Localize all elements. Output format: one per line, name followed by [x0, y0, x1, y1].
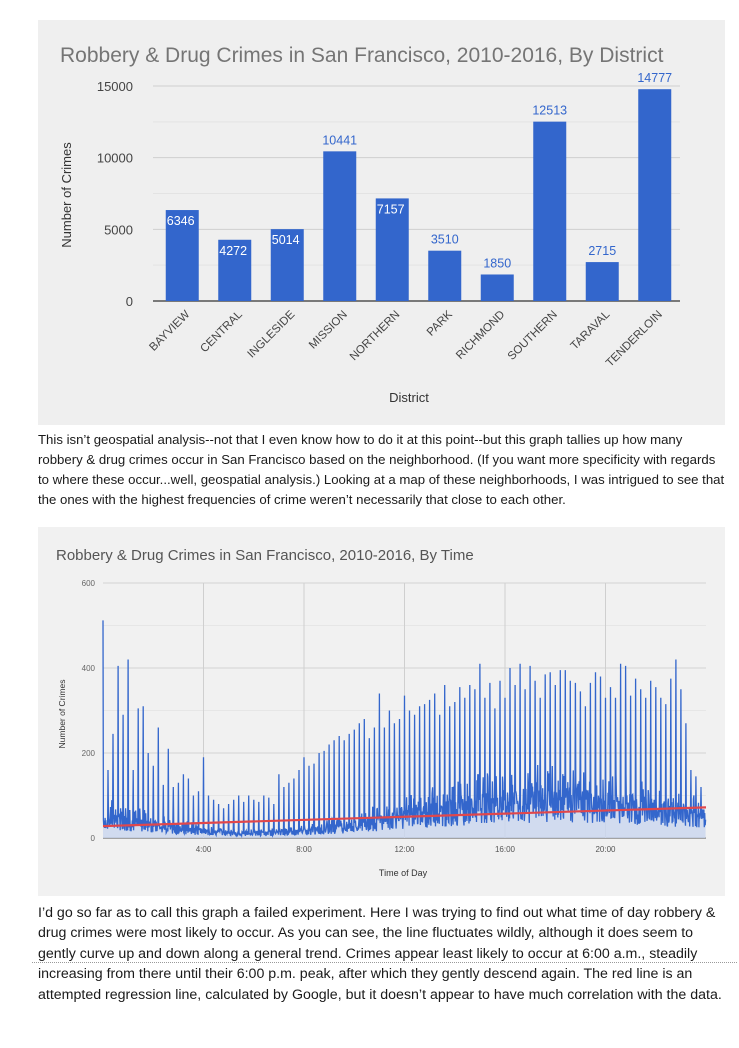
- chart2-ytick-label: 0: [91, 834, 96, 843]
- chart1-category-label: CENTRAL: [198, 308, 245, 355]
- time-line-chart-svg: Robbery & Drug Crimes in San Francisco, …: [56, 547, 707, 878]
- chart1-bar: [638, 89, 672, 301]
- chart1-data-label: 14777: [637, 71, 672, 85]
- chart1-category-label: BAYVIEW: [147, 309, 192, 354]
- dotted-divider: [32, 962, 737, 963]
- chart1-xlabel: District: [389, 390, 429, 405]
- chart2-xtick-label: 8:00: [296, 845, 312, 854]
- chart1-bar: [218, 239, 252, 301]
- chart1-data-label: 12513: [532, 104, 567, 118]
- paragraph-district: This isn’t geospatial analysis--not that…: [38, 432, 725, 507]
- chart2-xtick-label: 20:00: [595, 845, 616, 854]
- chart1-data-label: 7157: [377, 202, 405, 216]
- chart1-ytick-label: 5000: [104, 222, 133, 237]
- chart2-xtick-label: 4:00: [196, 845, 212, 854]
- chart2-xtick-label: 12:00: [394, 845, 415, 854]
- chart1-bar: [375, 198, 409, 301]
- chart1-title: Robbery & Drug Crimes in San Francisco, …: [60, 44, 664, 67]
- chart1-bar: [323, 151, 357, 301]
- chart1-ytick-label: 0: [126, 294, 133, 309]
- chart2-xlabel: Time of Day: [379, 868, 428, 878]
- chart2-title: Robbery & Drug Crimes in San Francisco, …: [56, 547, 474, 564]
- chart1-ytick-label: 10000: [97, 151, 133, 166]
- chart1-data-label: 4272: [219, 244, 247, 258]
- chart1-category-label: RICHMOND: [454, 309, 507, 362]
- chart2-ytick-label: 600: [82, 579, 96, 588]
- chart1-data-label: 10441: [322, 133, 357, 147]
- chart1-bar: [585, 262, 619, 301]
- chart1-category-label: PARK: [425, 308, 455, 338]
- chart1-bar: [533, 121, 567, 301]
- chart1-bar: [480, 274, 514, 301]
- chart1-category-label: INGLESIDE: [245, 308, 297, 360]
- chart1-data-label: 6346: [167, 214, 195, 228]
- chart1-category-label: NORTHERN: [348, 309, 402, 363]
- time-line-chart: Robbery & Drug Crimes in San Francisco, …: [38, 527, 725, 896]
- chart2-regression-line: [102, 806, 707, 828]
- chart1-data-label: 5014: [272, 233, 300, 247]
- chart1-bar: [270, 229, 304, 301]
- chart1-category-label: SOUTHERN: [506, 309, 560, 363]
- chart1-bar: [428, 250, 462, 301]
- chart2-xtick-label: 16:00: [495, 845, 516, 854]
- chart1-ylabel: Number of Crimes: [59, 142, 74, 248]
- chart1-data-label: 3510: [431, 233, 459, 247]
- chart1-category-label: MISSION: [307, 309, 350, 352]
- chart2-series-line: [102, 620, 707, 839]
- chart1-category-label: TARAVAL: [569, 308, 613, 352]
- paragraph-time: I’d go so far as to call this graph a fa…: [38, 905, 722, 1003]
- district-bar-chart: Robbery & Drug Crimes in San Francisco, …: [38, 20, 725, 425]
- district-bar-chart-svg: Robbery & Drug Crimes in San Francisco, …: [59, 44, 680, 405]
- chart1-bar: [165, 210, 199, 301]
- chart1-category-label: TENDERLOIN: [604, 309, 665, 370]
- chart1-ytick-label: 15000: [97, 79, 133, 94]
- chart1-data-label: 1850: [483, 256, 511, 270]
- chart1-data-label: 2715: [588, 244, 616, 258]
- chart2-ytick-label: 200: [82, 749, 96, 758]
- chart2-ytick-label: 400: [82, 664, 96, 673]
- chart2-ylabel: Number of Crimes: [57, 680, 67, 749]
